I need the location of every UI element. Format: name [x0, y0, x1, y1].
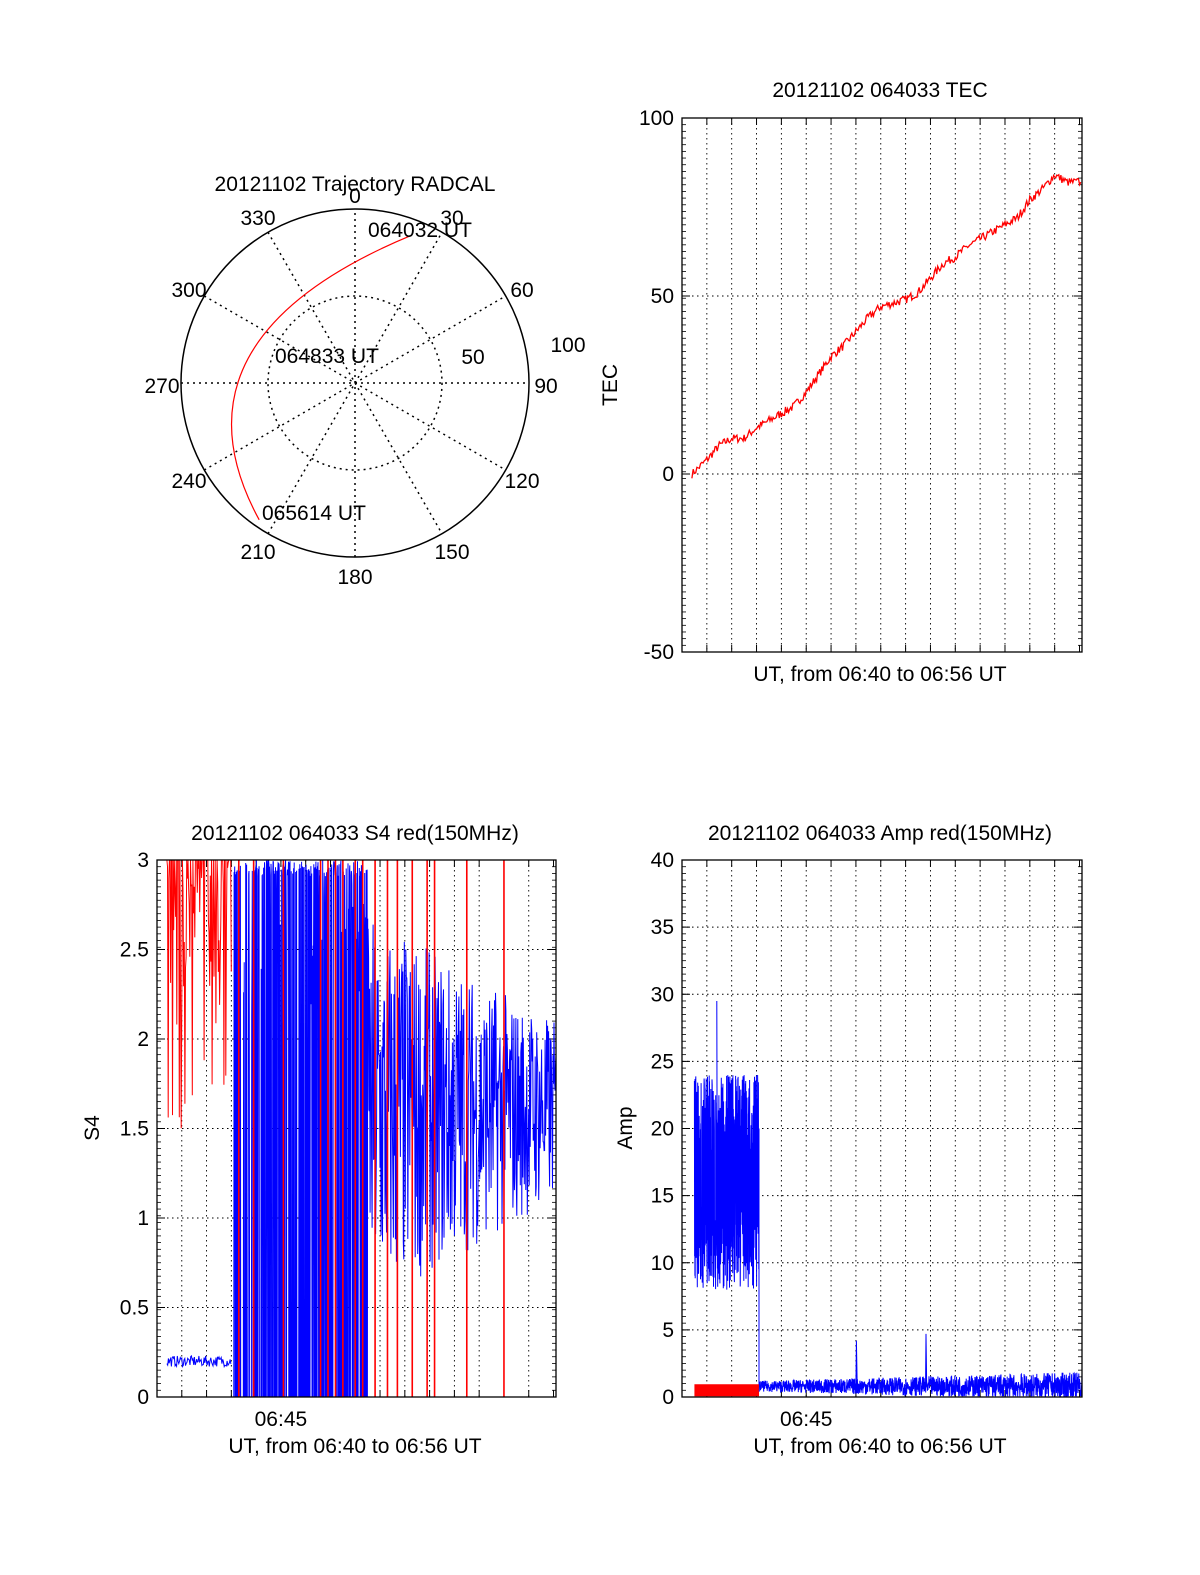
s4-blue-late-series [367, 924, 557, 1277]
amp-title: 20121102 064033 Amp red(150MHz) [708, 822, 1052, 845]
s4-ytick-label: 0.5 [120, 1297, 149, 1320]
amp-blue-noise-series [758, 1333, 1083, 1398]
s4-frame [156, 859, 557, 1398]
tec-plot-area: -50 0 50 100 [639, 107, 1083, 664]
tec-frame [681, 117, 1083, 653]
polar-angle-label-210: 210 [240, 541, 275, 564]
amp-red-series [694, 1384, 760, 1397]
polar-angle-label-150: 150 [434, 541, 469, 564]
s4-ytick-label: 1.5 [120, 1118, 149, 1141]
amp-blue-burst-series [693, 1000, 760, 1392]
polar-angle-label-0: 0 [349, 185, 361, 208]
s4-ytick-label: 2 [137, 1028, 149, 1051]
amp-plot-area: 0 5 10 15 20 25 30 35 40 06:45 [651, 849, 1083, 1431]
amp-ylabel: Amp [614, 1106, 637, 1149]
tec-ylabel: TEC [599, 364, 622, 406]
amp-ytick-label: 20 [651, 1118, 674, 1141]
amp-ytick-label: 40 [651, 849, 674, 872]
amp-ytick-label: 15 [651, 1185, 674, 1208]
amp-ytick-label: 35 [651, 916, 674, 939]
polar-spoke [267, 231, 443, 535]
tec-ytick-label: 50 [651, 285, 674, 308]
s4-chart: 20121102 064033 S4 red(150MHz) UT, from … [81, 822, 557, 1458]
tec-chart: 20121102 064033 TEC UT, from 06:40 to 06… [599, 79, 1083, 686]
polar-angle-label-90: 90 [534, 375, 557, 398]
tec-ytick-label: -50 [644, 641, 674, 664]
trajectory-end-annotation: 065614 UT [262, 502, 366, 525]
trajectory-start-annotation: 064032 UT [368, 219, 472, 242]
trajectory-polar-chart: 20121102 Trajectory RADCAL 0 30 60 90 120 150… [144, 173, 585, 589]
tec-title: 20121102 064033 TEC [772, 79, 987, 102]
amp-ytick-label: 30 [651, 983, 674, 1006]
polar-angle-label-60: 60 [510, 279, 533, 302]
polar-inner-ring [267, 295, 443, 471]
s4-xlabel: UT, from 06:40 to 06:56 UT [228, 1435, 481, 1458]
polar-radial-label-100: 100 [550, 334, 585, 357]
polar-grid [180, 208, 530, 558]
amp-xlabel: UT, from 06:40 to 06:56 UT [753, 1435, 1006, 1458]
polar-angle-label-240: 240 [171, 470, 206, 493]
polar-angle-label-300: 300 [171, 279, 206, 302]
amp-frame [681, 859, 1083, 1398]
tec-ytick-label: 0 [662, 463, 674, 486]
s4-ytick-label: 3 [137, 849, 149, 872]
amp-ytick-label: 5 [662, 1319, 674, 1342]
amp-ytick-label: 10 [651, 1252, 674, 1275]
polar-angle-label-120: 120 [504, 470, 539, 493]
s4-plot-area: 0 0.5 1 1.5 2 2.5 3 06:45 [120, 849, 557, 1431]
s4-blue-early-series [166, 1354, 232, 1369]
tec-xlabel: UT, from 06:40 to 06:56 UT [753, 663, 1006, 686]
amp-xtick-label: 06:45 [780, 1408, 833, 1431]
polar-angle-labels: 0 30 60 90 120 150 180 210 240 270 300 330 50 100 [144, 185, 585, 589]
s4-red-early-series [166, 859, 232, 1129]
s4-ylabel: S4 [81, 1115, 104, 1141]
polar-angle-label-270: 270 [144, 375, 179, 398]
s4-xtick-label: 06:45 [255, 1408, 308, 1431]
tec-series-line [691, 173, 1082, 479]
s4-title: 20121102 064033 S4 red(150MHz) [191, 822, 519, 845]
s4-ytick-label: 1 [137, 1207, 149, 1230]
amp-chart: 20121102 064033 Amp red(150MHz) UT, from… [614, 822, 1083, 1458]
polar-radial-label-50: 50 [461, 346, 484, 369]
polar-angle-label-330: 330 [240, 207, 275, 230]
polar-angle-label-180: 180 [337, 566, 372, 589]
polar-angle-label-30: 30 [440, 207, 463, 230]
amp-ytick-label: 25 [651, 1050, 674, 1073]
s4-ytick-label: 2.5 [120, 939, 149, 962]
tec-ytick-label: 100 [639, 107, 674, 130]
amp-ytick-label: 0 [662, 1386, 674, 1409]
trajectory-track [230, 234, 412, 521]
trajectory-mid-annotation: 064833 UT [275, 345, 379, 368]
trajectory-title: 20121102 Trajectory RADCAL [215, 173, 496, 196]
s4-ytick-label: 0 [137, 1386, 149, 1409]
